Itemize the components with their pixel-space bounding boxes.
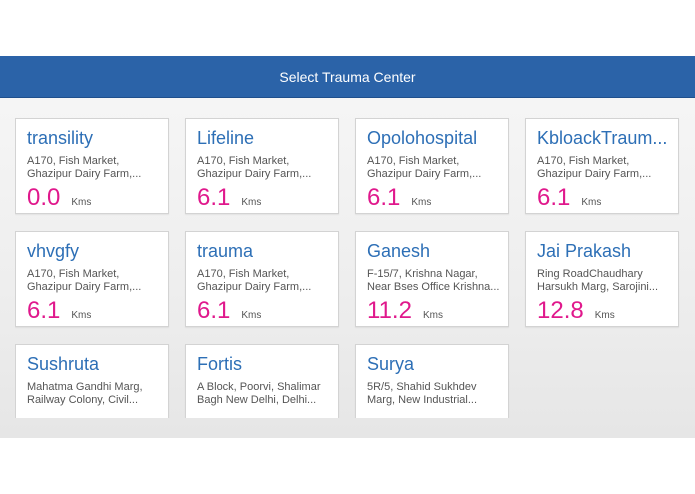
trauma-center-card-fortis[interactable]: Fortis A Block, Poorvi, Shalimar Bagh Ne… (185, 344, 339, 418)
center-address: A170, Fish Market, Ghazipur Dairy Farm,.… (197, 155, 331, 181)
address-line-2: Near Bses Office Krishna... (367, 281, 500, 293)
center-address: A170, Fish Market, Ghazipur Dairy Farm,.… (197, 268, 331, 294)
distance-unit: Kms (411, 197, 432, 208)
center-name: Ganesh (367, 241, 431, 261)
distance-value: 6.1 (197, 297, 231, 324)
distance-value: 12.8 (537, 297, 584, 324)
center-name: vhvgfy (27, 241, 80, 261)
center-address: Mahatma Gandhi Marg, Railway Colony, Civ… (27, 381, 161, 407)
app-screen: Select Trauma Center transility A170, Fi… (0, 56, 695, 438)
center-address: A170, Fish Market, Ghazipur Dairy Farm,.… (27, 268, 161, 294)
center-distance: 6.1 Kms (537, 186, 601, 210)
address-line-1: A170, Fish Market, (27, 268, 120, 280)
center-name: Lifeline (197, 128, 255, 148)
trauma-center-card-jai-prakash[interactable]: Jai Prakash Ring RoadChaudhary Harsukh M… (525, 231, 679, 327)
distance-unit: Kms (241, 197, 262, 208)
address-line-1: 5R/5, Shahid Sukhdev (367, 381, 477, 393)
address-line-2: Ghazipur Dairy Farm,... (197, 281, 312, 293)
center-distance: 6.1 Kms (197, 299, 261, 323)
center-name: Jai Prakash (537, 241, 632, 261)
distance-unit: Kms (241, 310, 262, 321)
distance-unit: Kms (581, 197, 602, 208)
address-line-1: F-15/7, Krishna Nagar, (367, 268, 478, 280)
address-line-1: Mahatma Gandhi Marg, (27, 381, 143, 393)
center-address: F-15/7, Krishna Nagar, Near Bses Office … (367, 268, 501, 294)
address-line-2: Ghazipur Dairy Farm,... (27, 281, 142, 293)
address-line-2: Ghazipur Dairy Farm,... (197, 168, 312, 180)
trauma-center-card-kbloacktraum[interactable]: KbloackTraum... A170, Fish Market, Ghazi… (525, 118, 679, 214)
trauma-center-card-surya[interactable]: Surya 5R/5, Shahid Sukhdev Marg, New Ind… (355, 344, 509, 418)
distance-value: 6.1 (27, 297, 61, 324)
trauma-center-grid[interactable]: transility A170, Fish Market, Ghazipur D… (15, 118, 685, 418)
center-distance: 11.2 Kms (367, 299, 443, 323)
address-line-1: A Block, Poorvi, Shalimar (197, 381, 321, 393)
distance-value: 6.1 (197, 184, 231, 211)
center-name: Sushruta (27, 354, 100, 374)
distance-unit: Kms (71, 197, 92, 208)
address-line-1: A170, Fish Market, (197, 155, 290, 167)
center-name: KbloackTraum... (537, 128, 668, 148)
distance-value: 6.1 (367, 184, 401, 211)
address-line-2: Bagh New Delhi, Delhi... (197, 394, 317, 406)
distance-value: 11.2 (367, 297, 412, 324)
distance-unit: Kms (71, 310, 92, 321)
center-distance: 6.1 Kms (27, 299, 91, 323)
address-line-2: Ghazipur Dairy Farm,... (537, 168, 652, 180)
app-bar: Select Trauma Center (0, 56, 695, 98)
center-address: A Block, Poorvi, Shalimar Bagh New Delhi… (197, 381, 331, 407)
center-name: Opolohospital (367, 128, 478, 148)
address-line-2: Ghazipur Dairy Farm,... (27, 168, 142, 180)
address-line-2: Railway Colony, Civil... (27, 394, 139, 406)
center-address: A170, Fish Market, Ghazipur Dairy Farm,.… (27, 155, 161, 181)
distance-unit: Kms (594, 310, 615, 321)
address-line-1: A170, Fish Market, (367, 155, 460, 167)
center-distance: 6.1 Kms (197, 186, 261, 210)
address-line-2: Marg, New Industrial... (367, 394, 478, 406)
address-line-1: A170, Fish Market, (197, 268, 290, 280)
trauma-center-card-trauma[interactable]: trauma A170, Fish Market, Ghazipur Dairy… (185, 231, 339, 327)
center-address: A170, Fish Market, Ghazipur Dairy Farm,.… (367, 155, 501, 181)
center-name: transility (27, 128, 94, 148)
address-line-2: Harsukh Marg, Sarojini... (537, 281, 659, 293)
distance-unit: Kms (422, 310, 443, 321)
address-line-2: Ghazipur Dairy Farm,... (367, 168, 482, 180)
trauma-center-card-vhvgfy[interactable]: vhvgfy A170, Fish Market, Ghazipur Dairy… (15, 231, 169, 327)
center-distance: 12.8 Kms (537, 299, 615, 323)
trauma-center-card-sushruta[interactable]: Sushruta Mahatma Gandhi Marg, Railway Co… (15, 344, 169, 418)
center-name: Fortis (197, 354, 242, 374)
address-line-1: A170, Fish Market, (27, 155, 120, 167)
center-address: 5R/5, Shahid Sukhdev Marg, New Industria… (367, 381, 501, 407)
address-line-1: Ring RoadChaudhary (537, 268, 643, 280)
trauma-center-card-opolohospital[interactable]: Opolohospital A170, Fish Market, Ghazipu… (355, 118, 509, 214)
center-address: A170, Fish Market, Ghazipur Dairy Farm,.… (537, 155, 671, 181)
address-line-1: A170, Fish Market, (537, 155, 630, 167)
trauma-center-card-transility[interactable]: transility A170, Fish Market, Ghazipur D… (15, 118, 169, 214)
trauma-center-card-ganesh[interactable]: Ganesh F-15/7, Krishna Nagar, Near Bses … (355, 231, 509, 327)
center-distance: 6.1 Kms (367, 186, 431, 210)
center-distance: 0.0 Kms (27, 186, 91, 210)
distance-value: 6.1 (537, 184, 571, 211)
center-name: Surya (367, 354, 415, 374)
center-address: Ring RoadChaudhary Harsukh Marg, Sarojin… (537, 268, 671, 294)
trauma-center-card-lifeline[interactable]: Lifeline A170, Fish Market, Ghazipur Dai… (185, 118, 339, 214)
center-name: trauma (197, 241, 254, 261)
distance-value: 0.0 (27, 184, 61, 211)
page-title: Select Trauma Center (279, 68, 416, 85)
